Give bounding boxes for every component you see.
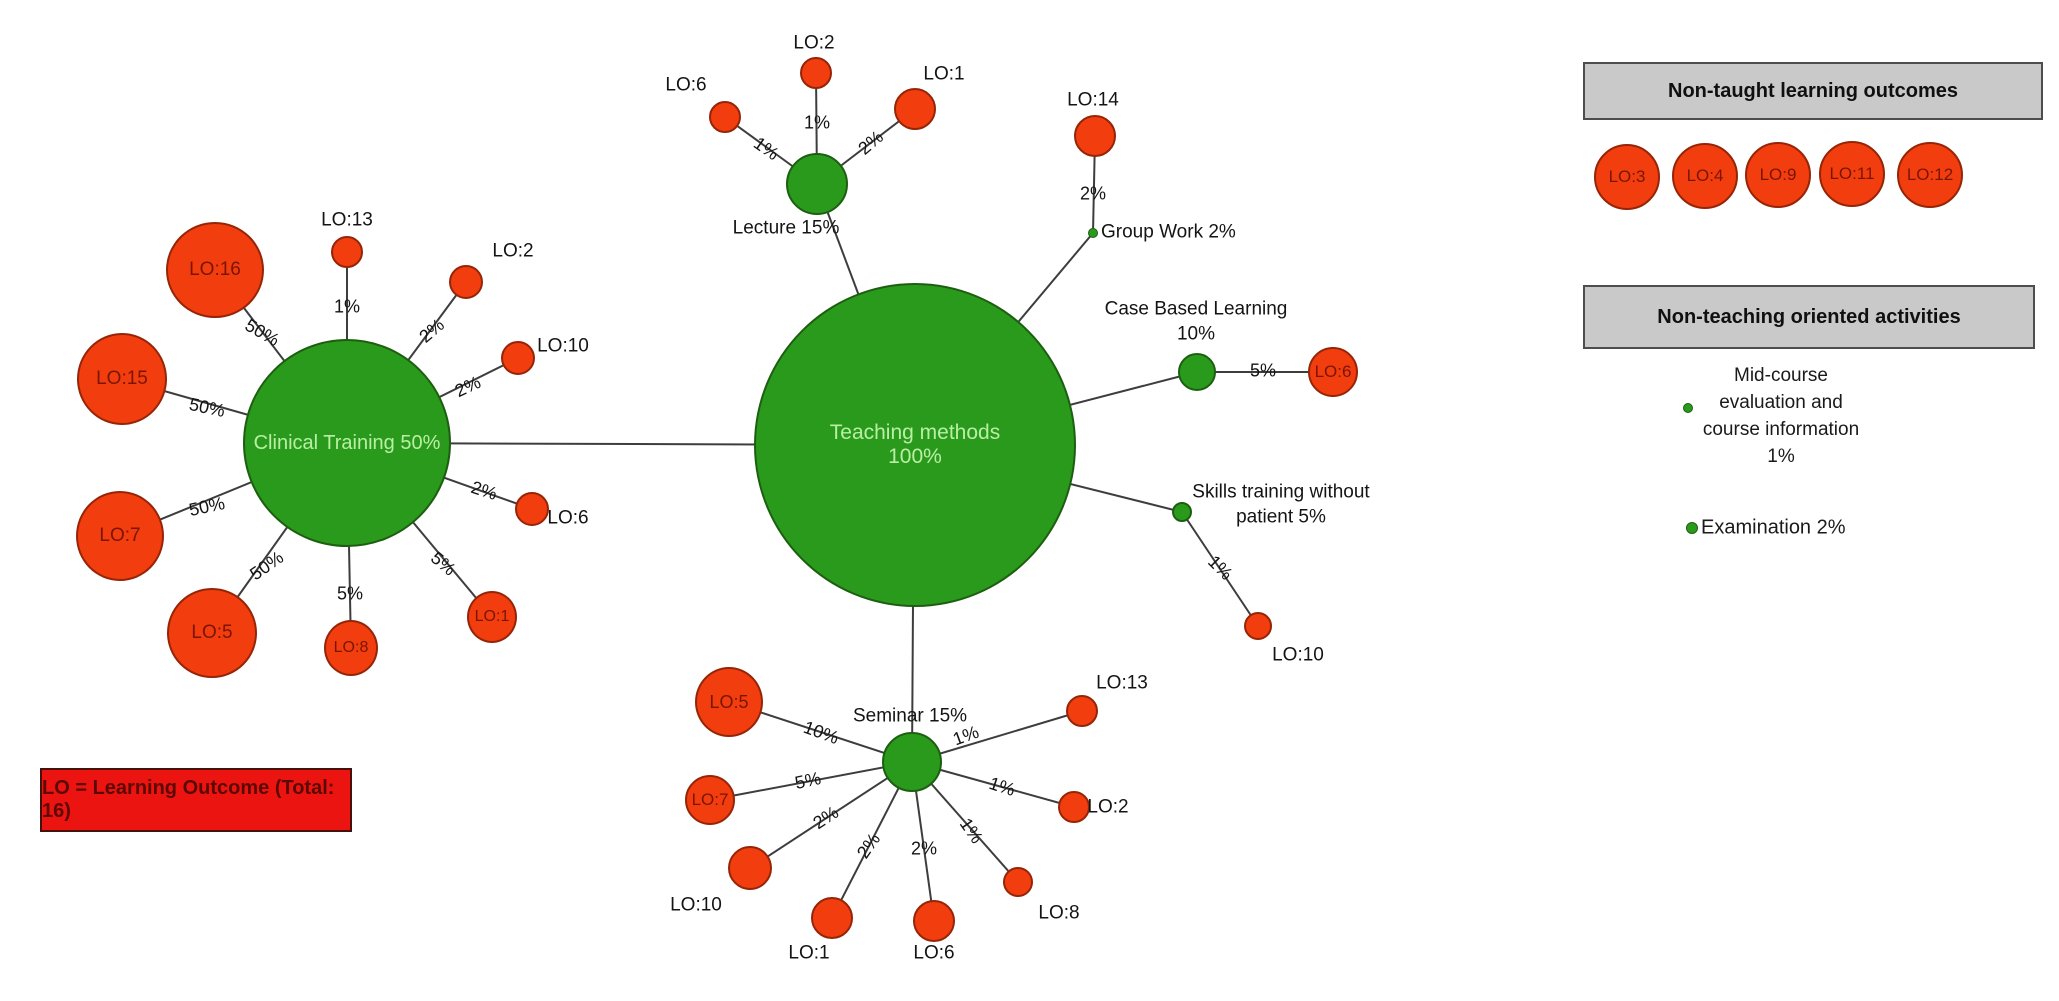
outcome-node-c2 [449, 265, 483, 299]
non-taught-legend-header: Non-taught learning outcomes [1583, 62, 2043, 120]
outcome-node-leg12: LO:12 [1897, 142, 1963, 208]
outcome-node-leg9: LO:9 [1745, 142, 1811, 208]
activity-node-teaching: Teaching methods 100% [754, 283, 1076, 607]
outcome-node-l1 [894, 88, 936, 130]
outcome-node-g14 [1074, 115, 1116, 157]
outcome-node-leg11: LO:11 [1819, 141, 1885, 207]
edge-percentage-label: 2% [910, 838, 938, 859]
activity-node-clinical: Clinical Training 50% [243, 339, 451, 547]
non-taught-legend-title: Non-taught learning outcomes [1668, 79, 1958, 102]
outcome-node-m10 [728, 846, 772, 890]
node-label-c13: LO:13 [321, 209, 373, 231]
node-label-c2: LO:2 [492, 240, 534, 262]
activity-node-exam-dot [1686, 522, 1698, 534]
edge-line [709, 761, 913, 801]
activity-node-lecture [786, 153, 848, 215]
edge-line [749, 761, 913, 869]
edge-line [1181, 511, 1259, 627]
node-label-cbl: Case Based Learning 10% [1104, 298, 1288, 344]
outcome-node-c13 [331, 236, 363, 268]
edge-percentage-label: 2% [1079, 183, 1107, 204]
outcome-node-m6 [913, 900, 955, 942]
outcome-node-cb6: LO:6 [1308, 347, 1358, 397]
outcome-node-m1 [811, 897, 853, 939]
non-teaching-legend-title: Non-teaching oriented activities [1657, 305, 1961, 328]
node-label-m13: LO:13 [1096, 672, 1148, 694]
activity-node-groupwork [1088, 228, 1098, 238]
edge-percentage-label: 1% [803, 112, 831, 133]
node-label-groupwork: Group Work 2% [1101, 221, 1236, 243]
node-label-c6: LO:6 [547, 507, 589, 529]
activity-node-skills [1172, 502, 1192, 522]
outcome-node-c16: LO:16 [166, 222, 264, 318]
outcome-node-c8: LO:8 [324, 620, 378, 676]
node-label-m8: LO:8 [1038, 902, 1080, 924]
outcome-node-m2 [1058, 791, 1090, 823]
outcome-node-s10 [1244, 612, 1272, 640]
node-label-l1: LO:1 [923, 63, 965, 85]
node-label-lecture: Lecture 15% [732, 217, 840, 239]
outcome-node-c10 [501, 341, 535, 375]
outcome-node-leg3: LO:3 [1594, 144, 1660, 210]
outcome-node-m5: LO:5 [695, 667, 763, 737]
outcome-node-c15: LO:15 [77, 333, 167, 425]
node-label-m6: LO:6 [913, 942, 955, 964]
non-teaching-legend-header: Non-teaching oriented activities [1583, 285, 2035, 349]
outcome-node-l2 [800, 57, 832, 89]
examination-label: Examination 2% [1701, 516, 1846, 539]
node-label-l2: LO:2 [793, 32, 835, 54]
activity-node-seminar [882, 732, 942, 792]
outcome-node-leg4: LO:4 [1672, 143, 1738, 209]
node-label-g14: LO:14 [1067, 89, 1119, 111]
node-label-l6: LO:6 [665, 74, 707, 96]
edge-percentage-label: 5% [1249, 360, 1277, 381]
midcourse-evaluation-label: Mid-course evaluation and course informa… [1702, 365, 1860, 467]
activity-node-cbl [1178, 353, 1216, 391]
outcome-node-c1: LO:1 [467, 591, 517, 643]
node-label-m2: LO:2 [1087, 796, 1129, 818]
outcome-node-c6 [515, 492, 549, 526]
outcome-node-l6 [709, 101, 741, 133]
lo-abbreviation-note-text: LO = Learning Outcome (Total: 16) [42, 777, 335, 822]
lo-abbreviation-note-box: LO = Learning Outcome (Total: 16) [40, 768, 352, 832]
outcome-node-m8 [1003, 867, 1033, 897]
node-label-m1: LO:1 [788, 942, 830, 964]
node-label-seminar: Seminar 15% [852, 705, 968, 727]
outcome-node-m13 [1066, 695, 1098, 727]
outcome-node-c5: LO:5 [167, 588, 257, 678]
activity-node-midcourse-dot [1683, 403, 1693, 413]
node-label-c10: LO:10 [537, 335, 589, 357]
node-label-s10: LO:10 [1272, 644, 1324, 666]
outcome-node-m7: LO:7 [685, 775, 735, 825]
outcome-node-c7: LO:7 [76, 491, 164, 581]
edge-percentage-label: 1% [333, 296, 361, 317]
node-label-skills: Skills training without patient 5% [1192, 481, 1370, 527]
edge-percentage-label: 5% [336, 583, 364, 604]
node-label-m10: LO:10 [670, 894, 722, 916]
